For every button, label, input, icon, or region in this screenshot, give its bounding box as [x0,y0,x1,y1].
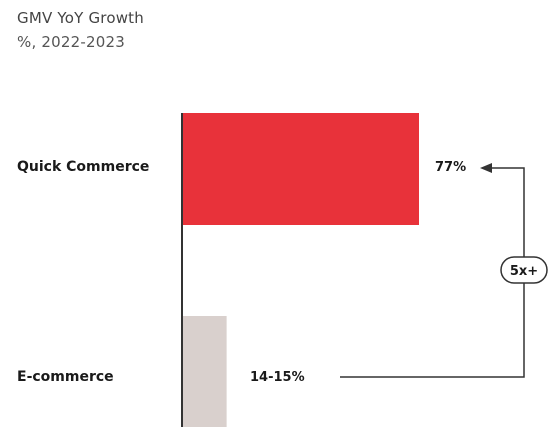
value-label-0: 77% [435,160,466,175]
category-label-e-commerce: E-commerce [17,369,114,385]
connector-arrowhead [480,163,492,173]
value-label-1: 14-15% [250,370,305,385]
chart-subtitle: %, 2022-2023 [17,33,125,51]
bar-quick-commerce [182,113,419,225]
multiplier-badge-label: 5x+ [510,264,538,279]
bar-e-commerce [182,316,227,427]
category-label-quick-commerce: Quick Commerce [17,159,149,175]
chart-title: GMV YoY Growth [17,9,144,27]
multiplier-badge [500,256,548,284]
